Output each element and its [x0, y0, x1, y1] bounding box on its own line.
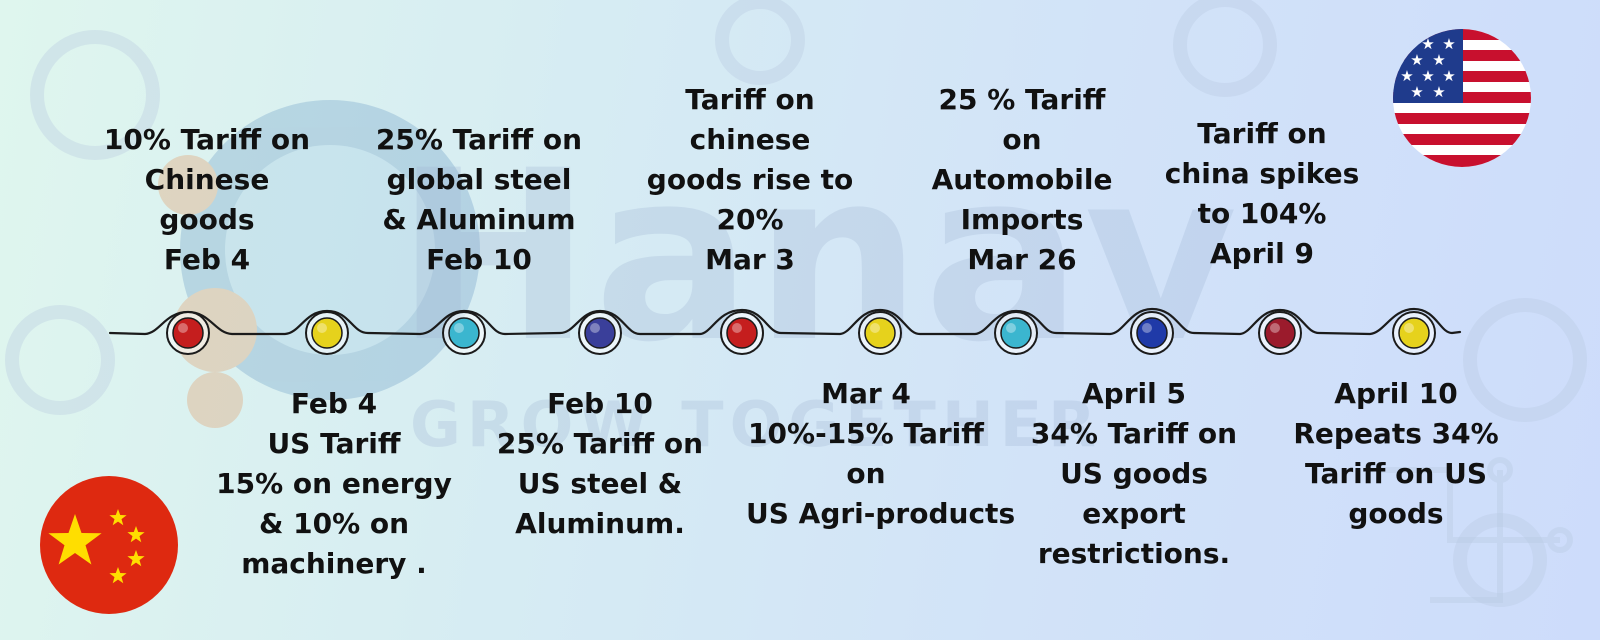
gear-icon [1173, 0, 1277, 97]
event-line: & Aluminum [382, 203, 576, 236]
svg-text:★: ★ [1442, 35, 1455, 53]
svg-text:★: ★ [1432, 83, 1445, 101]
timeline-marker-2 [305, 311, 349, 355]
globe-icon [180, 100, 480, 400]
brand-watermark: Hanav [395, 121, 1240, 394]
event-line: to 104% [1197, 197, 1327, 230]
event-date: Feb 4 [163, 243, 251, 276]
event-line: Aluminum. [515, 507, 685, 540]
timeline-marker-1 [166, 311, 210, 355]
event-line: global steel [386, 163, 572, 196]
event-line: 25 % Tariff [938, 83, 1106, 116]
event-line: restrictions. [1037, 537, 1231, 570]
svg-text:★: ★ [1432, 51, 1445, 69]
event-line: US Agri-products [746, 497, 1016, 530]
event-line: Tariff on [685, 83, 815, 116]
event-line: export [1082, 497, 1186, 530]
gear-icon [1453, 513, 1547, 607]
gear-icon [5, 305, 115, 415]
event-top-5: Tariff on china spikes to 104% April 9 [1142, 114, 1382, 274]
gear-icon [715, 0, 805, 85]
event-date: Mar 26 [967, 243, 1077, 276]
tagline-watermark: GROW TOGETHER [410, 388, 1102, 461]
timeline-marker-9 [1258, 311, 1302, 355]
event-bottom-5: April 10 Repeats 34% Tariff on US goods [1276, 374, 1516, 534]
event-date: April 9 [1210, 237, 1314, 270]
event-top-1: 10% Tariff on Chinese goods Feb 4 [87, 120, 327, 280]
event-line: 25% Tariff on [375, 123, 583, 156]
event-line: US Tariff [267, 427, 401, 460]
usa-flag-icon: ★ ★ ★ ★ ★ ★ ★ ★ ★ ★ [1393, 29, 1531, 167]
event-top-3: Tariff on chinese goods rise to 20% Mar … [630, 80, 870, 280]
event-bottom-4: April 5 34% Tariff on US goods export re… [1014, 374, 1254, 574]
event-line: Repeats 34% [1293, 417, 1499, 450]
timeline-axis [108, 307, 1462, 336]
gear-icon [30, 30, 160, 160]
svg-text:★: ★ [1421, 67, 1434, 85]
event-date: Feb 4 [290, 387, 378, 420]
event-line: on [846, 457, 886, 490]
event-line: chinese [689, 123, 811, 156]
event-line: Automobile [931, 163, 1113, 196]
event-line: Tariff on US [1304, 457, 1488, 490]
event-line: machinery . [241, 547, 427, 580]
event-top-4: 25 % Tariff on Automobile Imports Mar 26 [902, 80, 1142, 280]
gear-icon [1463, 298, 1587, 422]
event-line: china spikes [1164, 157, 1360, 190]
event-line: goods [159, 203, 255, 236]
timeline-marker-4 [578, 311, 622, 355]
svg-text:★: ★ [1442, 67, 1455, 85]
event-bottom-2: Feb 10 25% Tariff on US steel & Aluminum… [480, 384, 720, 544]
event-line: 25% Tariff on [496, 427, 704, 460]
event-line: goods [1348, 497, 1444, 530]
timeline-marker-5 [720, 311, 764, 355]
event-date: Mar 3 [705, 243, 795, 276]
timeline-marker-6 [858, 311, 902, 355]
event-bottom-1: Feb 4 US Tariff 15% on energy & 10% on m… [214, 384, 454, 584]
event-line: 15% on energy [216, 467, 452, 500]
event-date: April 5 [1082, 377, 1186, 410]
svg-text:★: ★ [1421, 35, 1434, 53]
event-line: & 10% on [258, 507, 410, 540]
timeline-marker-3 [442, 311, 486, 355]
china-flag-icon [40, 476, 178, 614]
timeline-marker-10 [1392, 311, 1436, 355]
timeline-marker-7 [994, 311, 1038, 355]
event-line: on [1002, 123, 1042, 156]
event-date: April 10 [1334, 377, 1458, 410]
svg-text:★: ★ [1410, 51, 1423, 69]
event-bottom-3: Mar 4 10%-15% Tariff on US Agri-products [746, 374, 1016, 534]
event-line: 10% Tariff on [103, 123, 311, 156]
event-line: Tariff on [1197, 117, 1327, 150]
event-date: Mar 4 [821, 377, 911, 410]
timeline-marker-8 [1130, 311, 1174, 355]
event-line: 34% Tariff on [1030, 417, 1238, 450]
event-line: 10%-15% Tariff [748, 417, 984, 450]
event-line: US steel & [517, 467, 683, 500]
event-line: Imports [960, 203, 1084, 236]
event-top-2: 25% Tariff on global steel & Aluminum Fe… [359, 120, 599, 280]
event-line: goods rise to [646, 163, 854, 196]
event-date: Feb 10 [547, 387, 653, 420]
event-line: Chinese [144, 163, 270, 196]
event-date: Feb 10 [426, 243, 532, 276]
svg-text:★: ★ [1400, 67, 1413, 85]
event-line: US goods [1060, 457, 1208, 490]
svg-text:★: ★ [1410, 83, 1423, 101]
event-line: 20% [716, 203, 784, 236]
